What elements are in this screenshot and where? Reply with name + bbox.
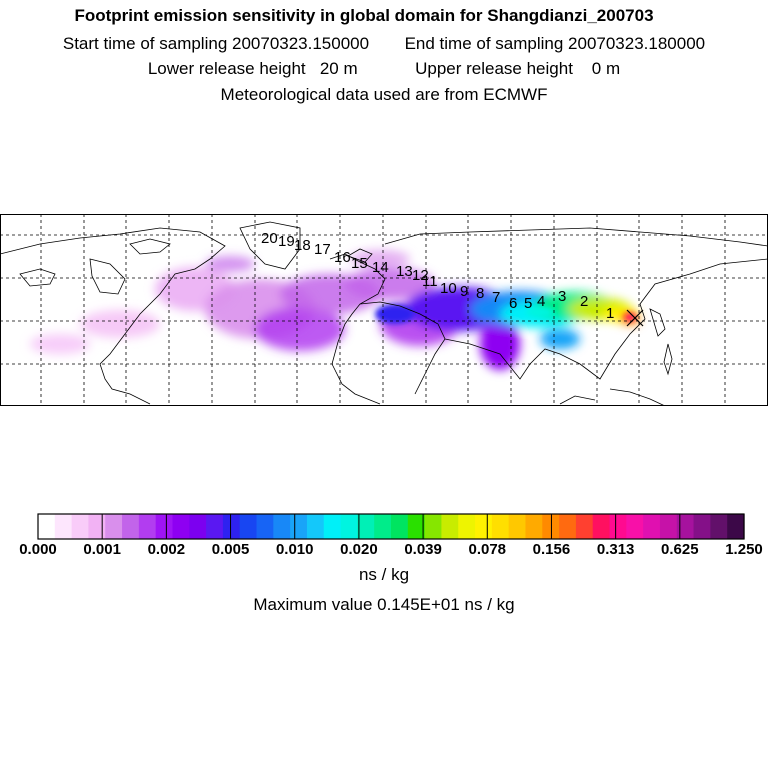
colorbar-cell (407, 514, 426, 539)
colorbar-tick-label: 0.625 (661, 541, 699, 558)
colorbar-cell (105, 514, 123, 539)
plot-title: Footprint emission sensitivity in global… (74, 6, 654, 25)
colorbar-tick-label: 0.002 (148, 541, 186, 558)
colorbar-cell (155, 514, 174, 539)
traj-label-4: 4 (537, 293, 545, 310)
colorbar-cell (290, 514, 308, 539)
colorbar-cell (374, 514, 392, 539)
colorbar-cell (222, 514, 241, 539)
colorbar-cell (172, 514, 190, 539)
maximum-value-label: Maximum value 0.145E+01 ns / kg (253, 595, 515, 614)
colorbar-tick-label: 0.001 (83, 541, 121, 558)
colorbar-cell (676, 514, 695, 539)
colorbar-cells (38, 514, 745, 539)
colorbar-cell (138, 514, 157, 539)
colorbar-cell (491, 514, 510, 539)
colorbar-cell (122, 514, 140, 539)
colorbar-tick-label: 0.010 (276, 541, 314, 558)
colorbar-cell (626, 514, 644, 539)
colorbar-cell (357, 514, 375, 539)
colorbar-cell (441, 514, 459, 539)
sensitivity-field (30, 250, 640, 370)
colorbar-cell (575, 514, 594, 539)
traj-label-10: 10 (440, 280, 457, 297)
release-heights: Lower release height 20 m Upper release … (0, 59, 768, 79)
colorbar-tick-labels: 0.000 0.001 0.002 0.005 0.010 0.020 0.039 0.078… (19, 541, 763, 558)
colorbar-cell (525, 514, 543, 539)
traj-label-11: 11 (422, 273, 438, 290)
colorbar-cell (239, 514, 258, 539)
coastlines (0, 221, 768, 406)
sampling-times: Start time of sampling 20070323.150000 E… (0, 34, 768, 54)
traj-label-20: 20 (261, 230, 278, 247)
start-time-label: Start time of sampling 20070323.150000 (62, 34, 370, 53)
colorbar-tick-label: 0.020 (340, 541, 378, 558)
colorbar-cell (189, 514, 207, 539)
traj-label-6: 6 (509, 295, 517, 312)
colorbar-cell (475, 514, 493, 539)
colorbar-unit: ns / kg (358, 565, 410, 584)
colorbar-tick-label: 0.156 (533, 541, 571, 558)
colorbar-cell (659, 514, 678, 539)
colorbar-cell (88, 514, 106, 539)
traj-label-9: 9 (460, 283, 468, 300)
colorbar-cell (559, 514, 577, 539)
colorbar-cell (508, 514, 527, 539)
traj-label-19: 19 (278, 233, 295, 250)
traj-label-3: 3 (558, 288, 566, 305)
traj-label-13: 13 (396, 263, 413, 280)
colorbar-cell (424, 514, 443, 539)
colorbar-tick-lines (101, 514, 681, 539)
footprint-map: 1 2 3 4 5 6 7 8 9 10 11 12 13 14 15 16 1… (0, 214, 768, 406)
lat-lon-grid (0, 214, 768, 406)
colorbar: 0.000 0.001 0.002 0.005 0.010 0.020 0.039 0.078… (19, 513, 763, 558)
colorbar-cell (306, 514, 325, 539)
colorbar-tick-label: 0.005 (212, 541, 250, 558)
colorbar-tick-label: 1.250 (725, 541, 763, 558)
colorbar-tick-label: 0.039 (404, 541, 442, 558)
colorbar-cell (609, 514, 627, 539)
colorbar-cell (71, 514, 90, 539)
colorbar-cell (206, 514, 224, 539)
colorbar-cell (38, 514, 56, 539)
traj-label-1: 1 (606, 305, 614, 322)
receptor-x-mark (626, 309, 644, 327)
colorbar-cell (54, 514, 73, 539)
colorbar-cell (391, 514, 409, 539)
colorbar-cell (727, 514, 745, 539)
colorbar-cell (710, 514, 728, 539)
traj-label-18: 18 (294, 237, 311, 254)
trajectory-labels: 1 2 3 4 5 6 7 8 9 10 11 12 13 14 15 16 1… (261, 230, 614, 322)
colorbar-cell (340, 514, 358, 539)
colorbar-cell (273, 514, 291, 539)
traj-label-5: 5 (524, 295, 532, 312)
upper-height-label: Upper release height 0 m (415, 59, 621, 78)
end-time-label: End time of sampling 20070323.180000 (404, 34, 706, 53)
colorbar-cell (693, 514, 711, 539)
colorbar-tick-label: 0.078 (468, 541, 506, 558)
colorbar-cell (458, 514, 476, 539)
traj-label-15: 15 (351, 255, 368, 272)
colorbar-cell (256, 514, 274, 539)
traj-label-8: 8 (476, 285, 484, 302)
colorbar-cell (323, 514, 342, 539)
colorbar-cell (643, 514, 661, 539)
traj-label-12: 12 (412, 267, 429, 284)
colorbar-tick-label: 0.313 (597, 541, 635, 558)
colorbar-tick-label: 0.000 (19, 541, 57, 558)
traj-label-2: 2 (580, 293, 588, 310)
colorbar-cell (592, 514, 611, 539)
traj-label-17: 17 (314, 241, 331, 258)
met-data-label: Meteorological data used are from ECMWF (220, 85, 548, 104)
traj-label-16: 16 (334, 249, 351, 266)
lower-height-label: Lower release height 20 m (147, 59, 358, 78)
traj-label-7: 7 (492, 289, 500, 306)
traj-label-14: 14 (372, 259, 389, 276)
